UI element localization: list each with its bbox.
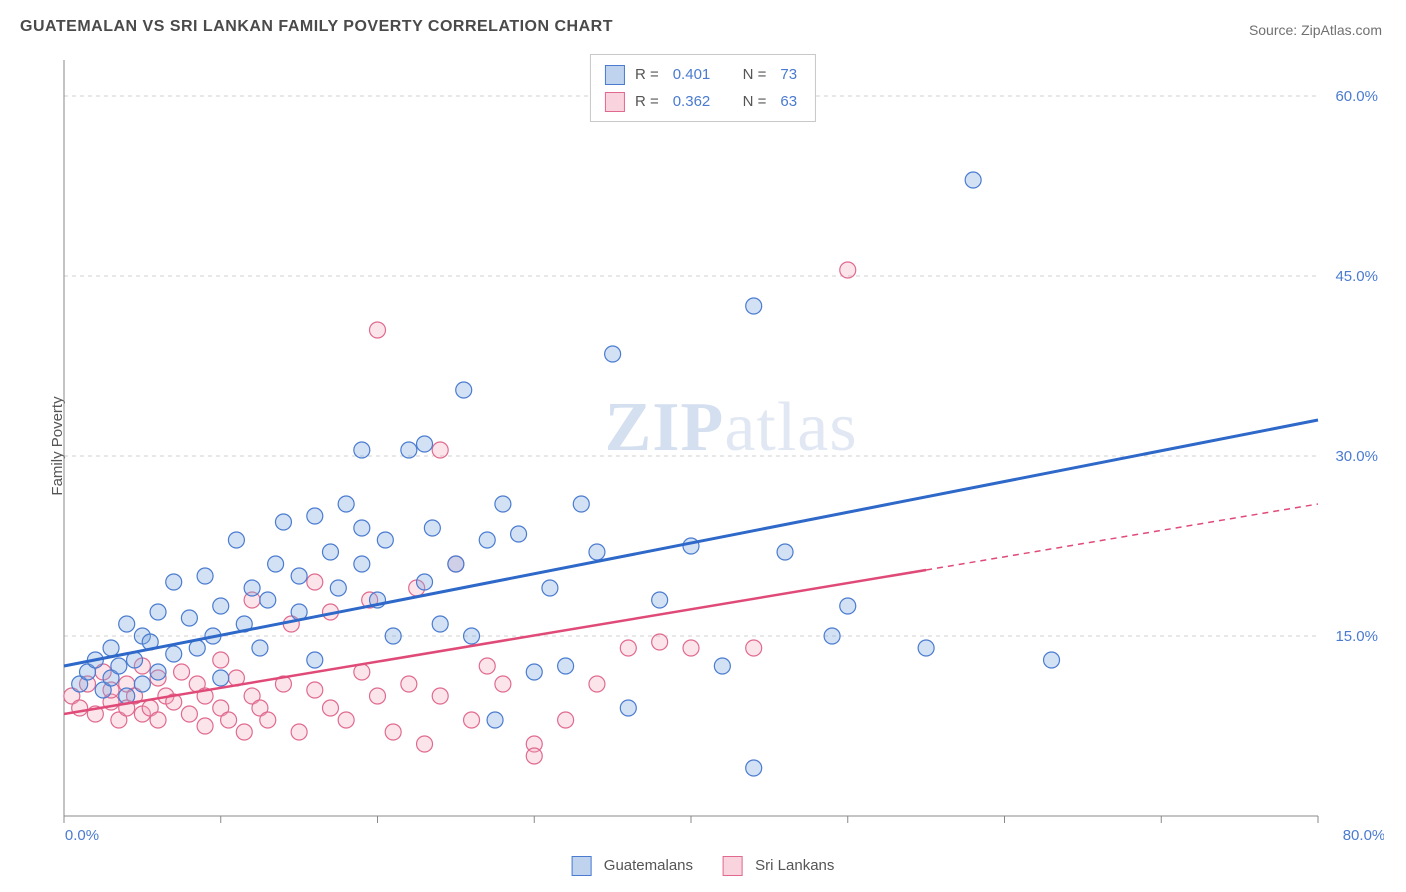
scatter-chart: 15.0% 30.0% 45.0% 60.0% 0.0% 80.0% bbox=[58, 52, 1384, 846]
legend-label-b: Sri Lankans bbox=[755, 857, 834, 874]
r-value-b: 0.362 bbox=[673, 88, 711, 115]
n-value-b: 63 bbox=[780, 88, 797, 115]
legend-label-a: Guatemalans bbox=[604, 857, 693, 874]
legend-swatch-b bbox=[605, 92, 625, 112]
svg-text:45.0%: 45.0% bbox=[1335, 268, 1378, 285]
legend-item-a: Guatemalans bbox=[572, 856, 693, 876]
n-value-a: 73 bbox=[780, 61, 797, 88]
legend-row-a: R = 0.401 N = 73 bbox=[605, 61, 801, 88]
r-label: R = bbox=[635, 61, 659, 88]
svg-text:60.0%: 60.0% bbox=[1335, 88, 1378, 105]
r-value-a: 0.401 bbox=[673, 61, 711, 88]
svg-text:0.0%: 0.0% bbox=[65, 827, 99, 844]
chart-title: GUATEMALAN VS SRI LANKAN FAMILY POVERTY … bbox=[20, 18, 613, 36]
legend-swatch-a-icon bbox=[572, 856, 592, 876]
svg-text:30.0%: 30.0% bbox=[1335, 448, 1378, 465]
legend-item-b: Sri Lankans bbox=[723, 856, 834, 876]
legend-swatch-a bbox=[605, 65, 625, 85]
svg-text:15.0%: 15.0% bbox=[1335, 628, 1378, 645]
source-label: Source: bbox=[1249, 22, 1301, 38]
source-attribution: Source: ZipAtlas.com bbox=[1249, 22, 1382, 38]
svg-text:80.0%: 80.0% bbox=[1343, 827, 1384, 844]
correlation-legend: R = 0.401 N = 73 R = 0.362 N = 63 bbox=[590, 54, 816, 122]
n-label: N = bbox=[743, 61, 767, 88]
n-label: N = bbox=[743, 88, 767, 115]
series-legend: Guatemalans Sri Lankans bbox=[572, 856, 835, 876]
r-label: R = bbox=[635, 88, 659, 115]
legend-row-b: R = 0.362 N = 63 bbox=[605, 88, 801, 115]
legend-swatch-b-icon bbox=[723, 856, 743, 876]
chart-area: 15.0% 30.0% 45.0% 60.0% 0.0% 80.0% bbox=[58, 52, 1384, 846]
source-link[interactable]: ZipAtlas.com bbox=[1301, 22, 1382, 38]
